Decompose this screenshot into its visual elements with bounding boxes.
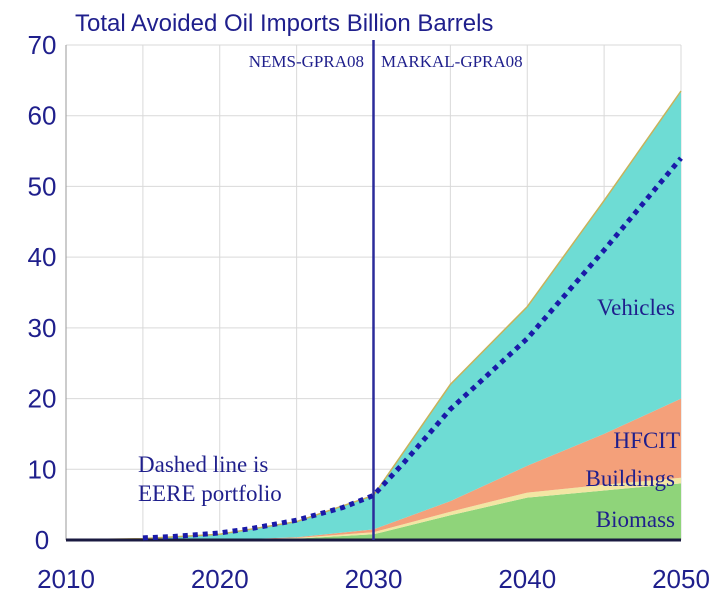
area-buildings [66,477,681,540]
chart-title: Total Avoided Oil Imports Billion Barrel… [75,10,493,37]
y-tick-label: 70 [28,30,57,60]
buildings-label: Buildings [586,466,676,491]
vehicles-label: Vehicles [597,295,675,320]
divider-right-label: MARKAL-GPRA08 [381,52,523,71]
biomass-label: Biomass [596,507,675,532]
x-tick-label: 2010 [37,564,95,594]
y-tick-label: 60 [28,101,57,131]
x-tick-label: 2020 [191,564,249,594]
area-biomass [66,483,681,540]
y-tick-label: 30 [28,313,57,343]
area-vehicles [66,91,681,540]
y-tick-label: 40 [28,242,57,272]
y-tick-label: 0 [35,525,49,555]
dashed-note-line1: Dashed line is [138,452,268,477]
x-tick-label: 2050 [652,564,710,594]
y-tick-label: 20 [28,384,57,414]
dashed-note-line2: EERE portfolio [138,481,282,506]
x-tick-label: 2030 [345,564,403,594]
area-hfcit [66,398,681,540]
hfcit-label: HFCIT [614,428,680,453]
y-tick-label: 50 [28,171,57,201]
divider-left-label: NEMS-GPRA08 [249,52,364,71]
x-tick-label: 2040 [498,564,556,594]
y-tick-label: 10 [28,454,57,484]
